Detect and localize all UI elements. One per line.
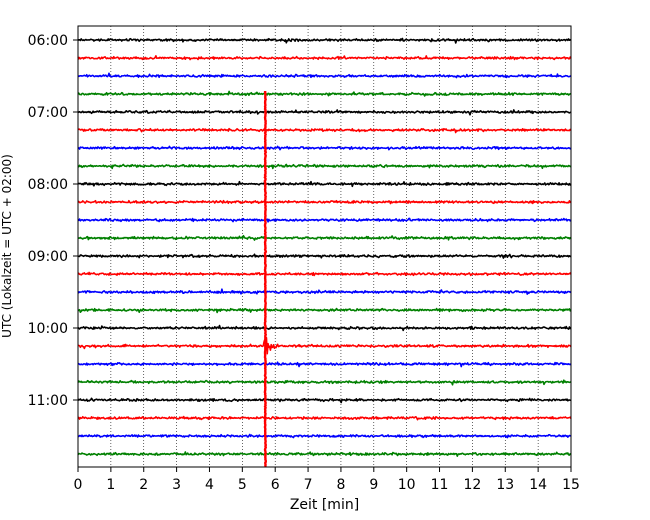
seismogram-traces	[77, 37, 572, 457]
x-tick-label: 0	[74, 477, 83, 493]
event-signal	[263, 90, 268, 467]
seismo-trace	[77, 451, 572, 457]
x-axis-label: Zeit [min]	[290, 497, 359, 513]
seismo-trace	[77, 55, 572, 61]
x-tick-label: 8	[336, 477, 345, 493]
seismo-trace	[77, 217, 572, 223]
seismo-trace	[77, 361, 572, 368]
x-tick-label: 14	[529, 477, 547, 493]
x-axis-ticks: 0 1 2 3 4 5 6 7 8 9 10 11 12 13 14 15	[74, 467, 580, 493]
x-tick-label: 2	[139, 477, 148, 493]
seismo-trace	[77, 324, 572, 332]
y-tick-label: 08:00	[28, 177, 68, 193]
x-tick-label: 5	[238, 477, 247, 493]
seismo-trace	[77, 37, 572, 44]
event-streak	[263, 90, 268, 467]
seismo-trace	[77, 234, 572, 241]
seismo-trace	[77, 127, 572, 134]
plot-frame	[77, 25, 572, 468]
x-tick-label: 11	[431, 477, 449, 493]
y-tick-label: 10:00	[28, 321, 68, 337]
x-tick-label: 6	[271, 477, 280, 493]
seismo-trace	[77, 163, 572, 170]
x-tick-label: 13	[496, 477, 514, 493]
seismo-trace	[77, 307, 572, 314]
x-tick-label: 1	[106, 477, 115, 493]
x-tick-label: 4	[205, 477, 214, 493]
x-tick-label: 15	[562, 477, 580, 493]
seismo-trace	[77, 415, 572, 421]
seismo-trace	[77, 433, 572, 439]
y-tick-label: 06:00	[28, 33, 68, 49]
y-tick-label: 11:00	[28, 393, 68, 409]
seismo-trace	[77, 90, 572, 97]
y-tick-label: 09:00	[28, 249, 68, 265]
x-tick-label: 3	[172, 477, 181, 493]
y-axis-ticks: 06:00 07:00 08:00 09:00 10:00 11:00	[28, 33, 78, 409]
seismo-trace	[77, 109, 572, 116]
seismo-trace	[77, 145, 572, 151]
seismo-trace	[77, 180, 572, 188]
x-tick-label: 12	[463, 477, 481, 493]
x-tick-label: 10	[398, 477, 416, 493]
x-tick-label: 7	[304, 477, 313, 493]
seismo-trace	[77, 72, 572, 79]
seismo-trace	[77, 253, 572, 259]
seismo-trace	[77, 199, 572, 205]
seismo-trace	[77, 271, 572, 277]
seismo-trace	[77, 379, 572, 386]
seismo-trace	[77, 336, 572, 355]
seismo-trace	[77, 397, 572, 404]
seismo-trace	[77, 288, 572, 295]
x-tick-label: 9	[369, 477, 378, 493]
y-axis-label: UTC (Lokalzeit = UTC + 02:00)	[0, 154, 14, 338]
y-tick-label: 07:00	[28, 105, 68, 121]
